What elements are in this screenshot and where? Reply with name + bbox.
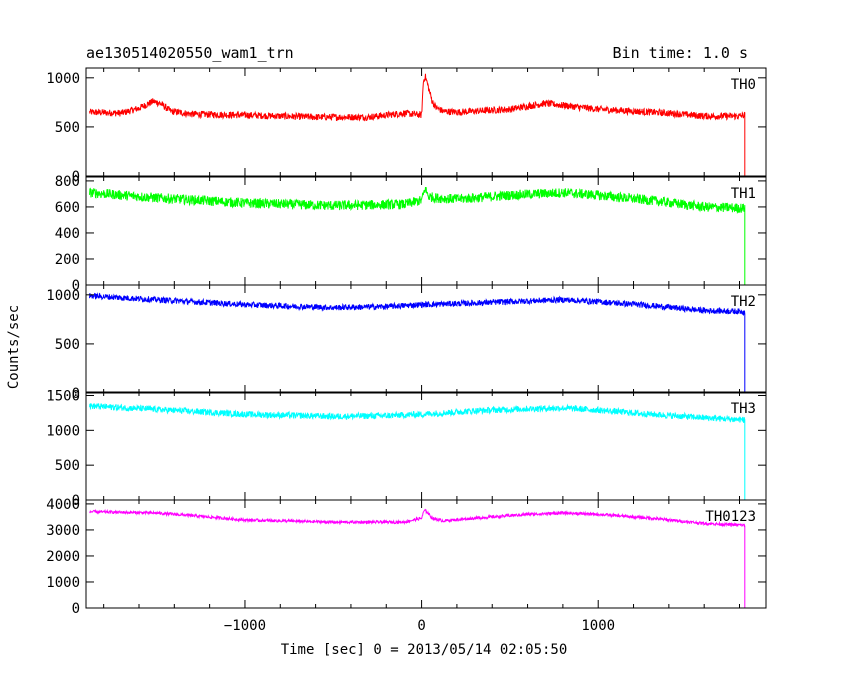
panel-label-th0123: TH0123: [705, 509, 756, 525]
panel-label-th0: TH0: [731, 77, 756, 93]
y-tick-label: 1000: [46, 288, 80, 304]
y-tick-label: 1000: [46, 71, 80, 87]
y-tick-label: 0: [72, 493, 80, 509]
series-line-th3: [89, 403, 752, 501]
x-axis-label: Time [sec] 0 = 2013/05/14 02:05:50: [281, 642, 568, 658]
panel-frame: [85, 391, 767, 501]
y-tick-label: 4000: [46, 497, 80, 513]
y-axis-label: Counts/sec: [6, 305, 22, 389]
y-tick-label: 2000: [46, 549, 80, 565]
y-tick-label: 600: [55, 200, 80, 216]
panel-th0: 0 500 1000 TH0: [46, 67, 767, 185]
y-tick-label: 1000: [46, 575, 80, 591]
panel-frame: [85, 284, 767, 394]
x-tick-label: 1000: [581, 618, 615, 634]
y-tick-label: 400: [55, 226, 80, 242]
chart-title: ae130514020550_wam1_trn: [86, 44, 294, 62]
series-line-th0: [89, 73, 752, 177]
series-line-th0123: [89, 508, 752, 609]
panels-group: 0 500 1000 TH0 0 200 400 600 800 TH1 0 500 1000 TH2 0 5…: [46, 67, 767, 634]
y-tick-label: 200: [55, 252, 80, 268]
panel-th2: 0 500 1000 TH2: [46, 284, 767, 402]
y-tick-label: 1000: [46, 423, 80, 439]
y-tick-label: 3000: [46, 523, 80, 539]
panel-th0123: 0 1000 2000 3000 4000 TH0123 −1000 0 1000: [46, 497, 767, 634]
bin-time-label: Bin time: 1.0 s: [612, 44, 748, 62]
panel-th3: 0 500 1000 1500 TH3: [46, 388, 767, 509]
x-tick-label: −1000: [224, 618, 266, 634]
panel-label-th3: TH3: [731, 401, 756, 417]
series-line-th2: [89, 292, 752, 394]
panel-frame: [85, 499, 767, 609]
x-tick-label: 0: [417, 618, 425, 634]
panel-frame: [85, 176, 767, 286]
panel-label-th1: TH1: [731, 186, 756, 202]
panel-label-th2: TH2: [731, 294, 756, 310]
y-tick-label: 0: [72, 601, 80, 617]
panel-frame: [85, 67, 767, 177]
panel-th1: 0 200 400 600 800 TH1: [55, 174, 767, 294]
y-tick-label: 500: [55, 337, 80, 353]
y-tick-label: 500: [55, 458, 80, 474]
y-tick-label: 0: [72, 386, 80, 402]
y-tick-label: 0: [72, 278, 80, 294]
y-tick-label: 800: [55, 174, 80, 190]
y-tick-label: 0: [72, 169, 80, 185]
y-tick-label: 1500: [46, 388, 80, 404]
series-line-th1: [89, 187, 752, 286]
y-tick-label: 500: [55, 120, 80, 136]
